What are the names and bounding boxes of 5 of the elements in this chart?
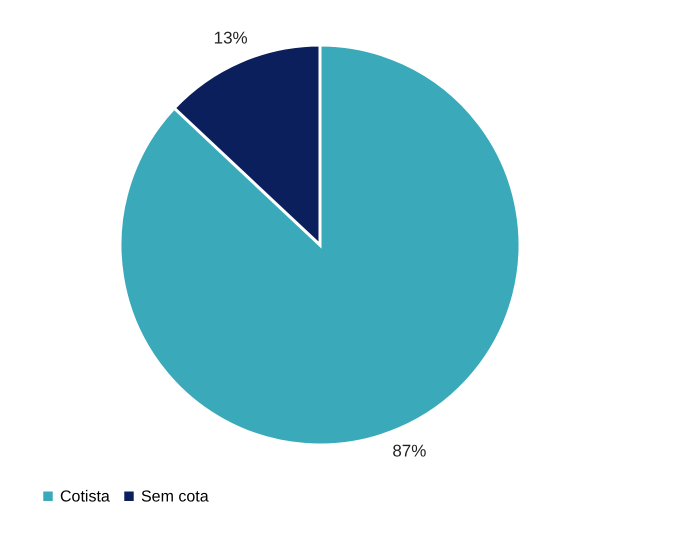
legend-label: Sem cota bbox=[141, 488, 209, 506]
legend-label: Cotista bbox=[60, 488, 110, 506]
data-label: 13% bbox=[214, 28, 248, 48]
data-label: 87% bbox=[392, 441, 426, 460]
pie-slice bbox=[118, 44, 522, 446]
